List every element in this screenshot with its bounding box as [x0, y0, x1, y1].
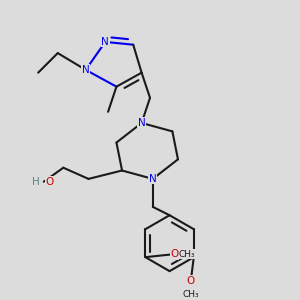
Text: H: H	[32, 177, 39, 187]
Text: N: N	[149, 174, 157, 184]
Text: N: N	[82, 65, 90, 75]
Text: O: O	[170, 249, 178, 260]
Text: CH₃: CH₃	[183, 290, 199, 299]
Text: O: O	[187, 276, 195, 286]
Text: CH₃: CH₃	[179, 250, 196, 259]
Text: N: N	[101, 37, 109, 47]
Text: N: N	[138, 118, 146, 128]
Text: O: O	[45, 177, 53, 187]
